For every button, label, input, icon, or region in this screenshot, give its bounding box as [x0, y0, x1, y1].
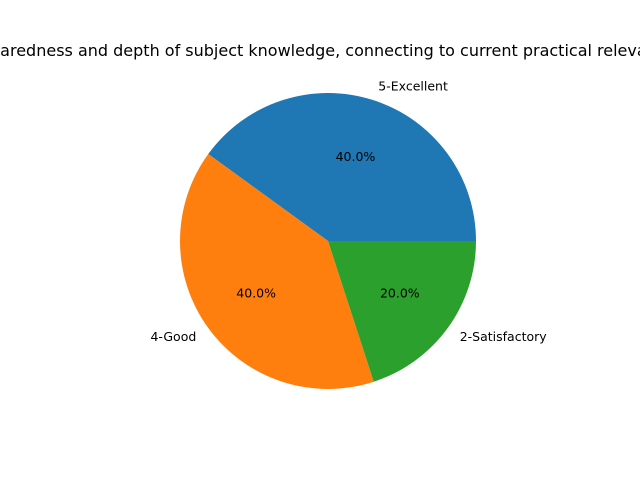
category-label: 5-Excellent	[378, 79, 448, 94]
pie-labels: 5-Excellent 40.0% 4-Good 40.0% 2-Satisfactor…	[150, 79, 547, 345]
pie-slice-4-good	[179, 154, 374, 390]
pie-slice-5-excellent	[208, 92, 477, 241]
percent-label: 20.0%	[380, 286, 420, 301]
percent-label: 40.0%	[336, 149, 376, 164]
percent-label: 40.0%	[236, 286, 276, 301]
category-label: 4-Good	[150, 329, 196, 344]
chart-title: Preparedness and depth of subject knowle…	[0, 41, 640, 60]
pie-slices	[179, 92, 477, 390]
pie-slice-2-satisfactory	[328, 241, 476, 382]
category-label: 2-Satisfactory	[460, 329, 548, 344]
